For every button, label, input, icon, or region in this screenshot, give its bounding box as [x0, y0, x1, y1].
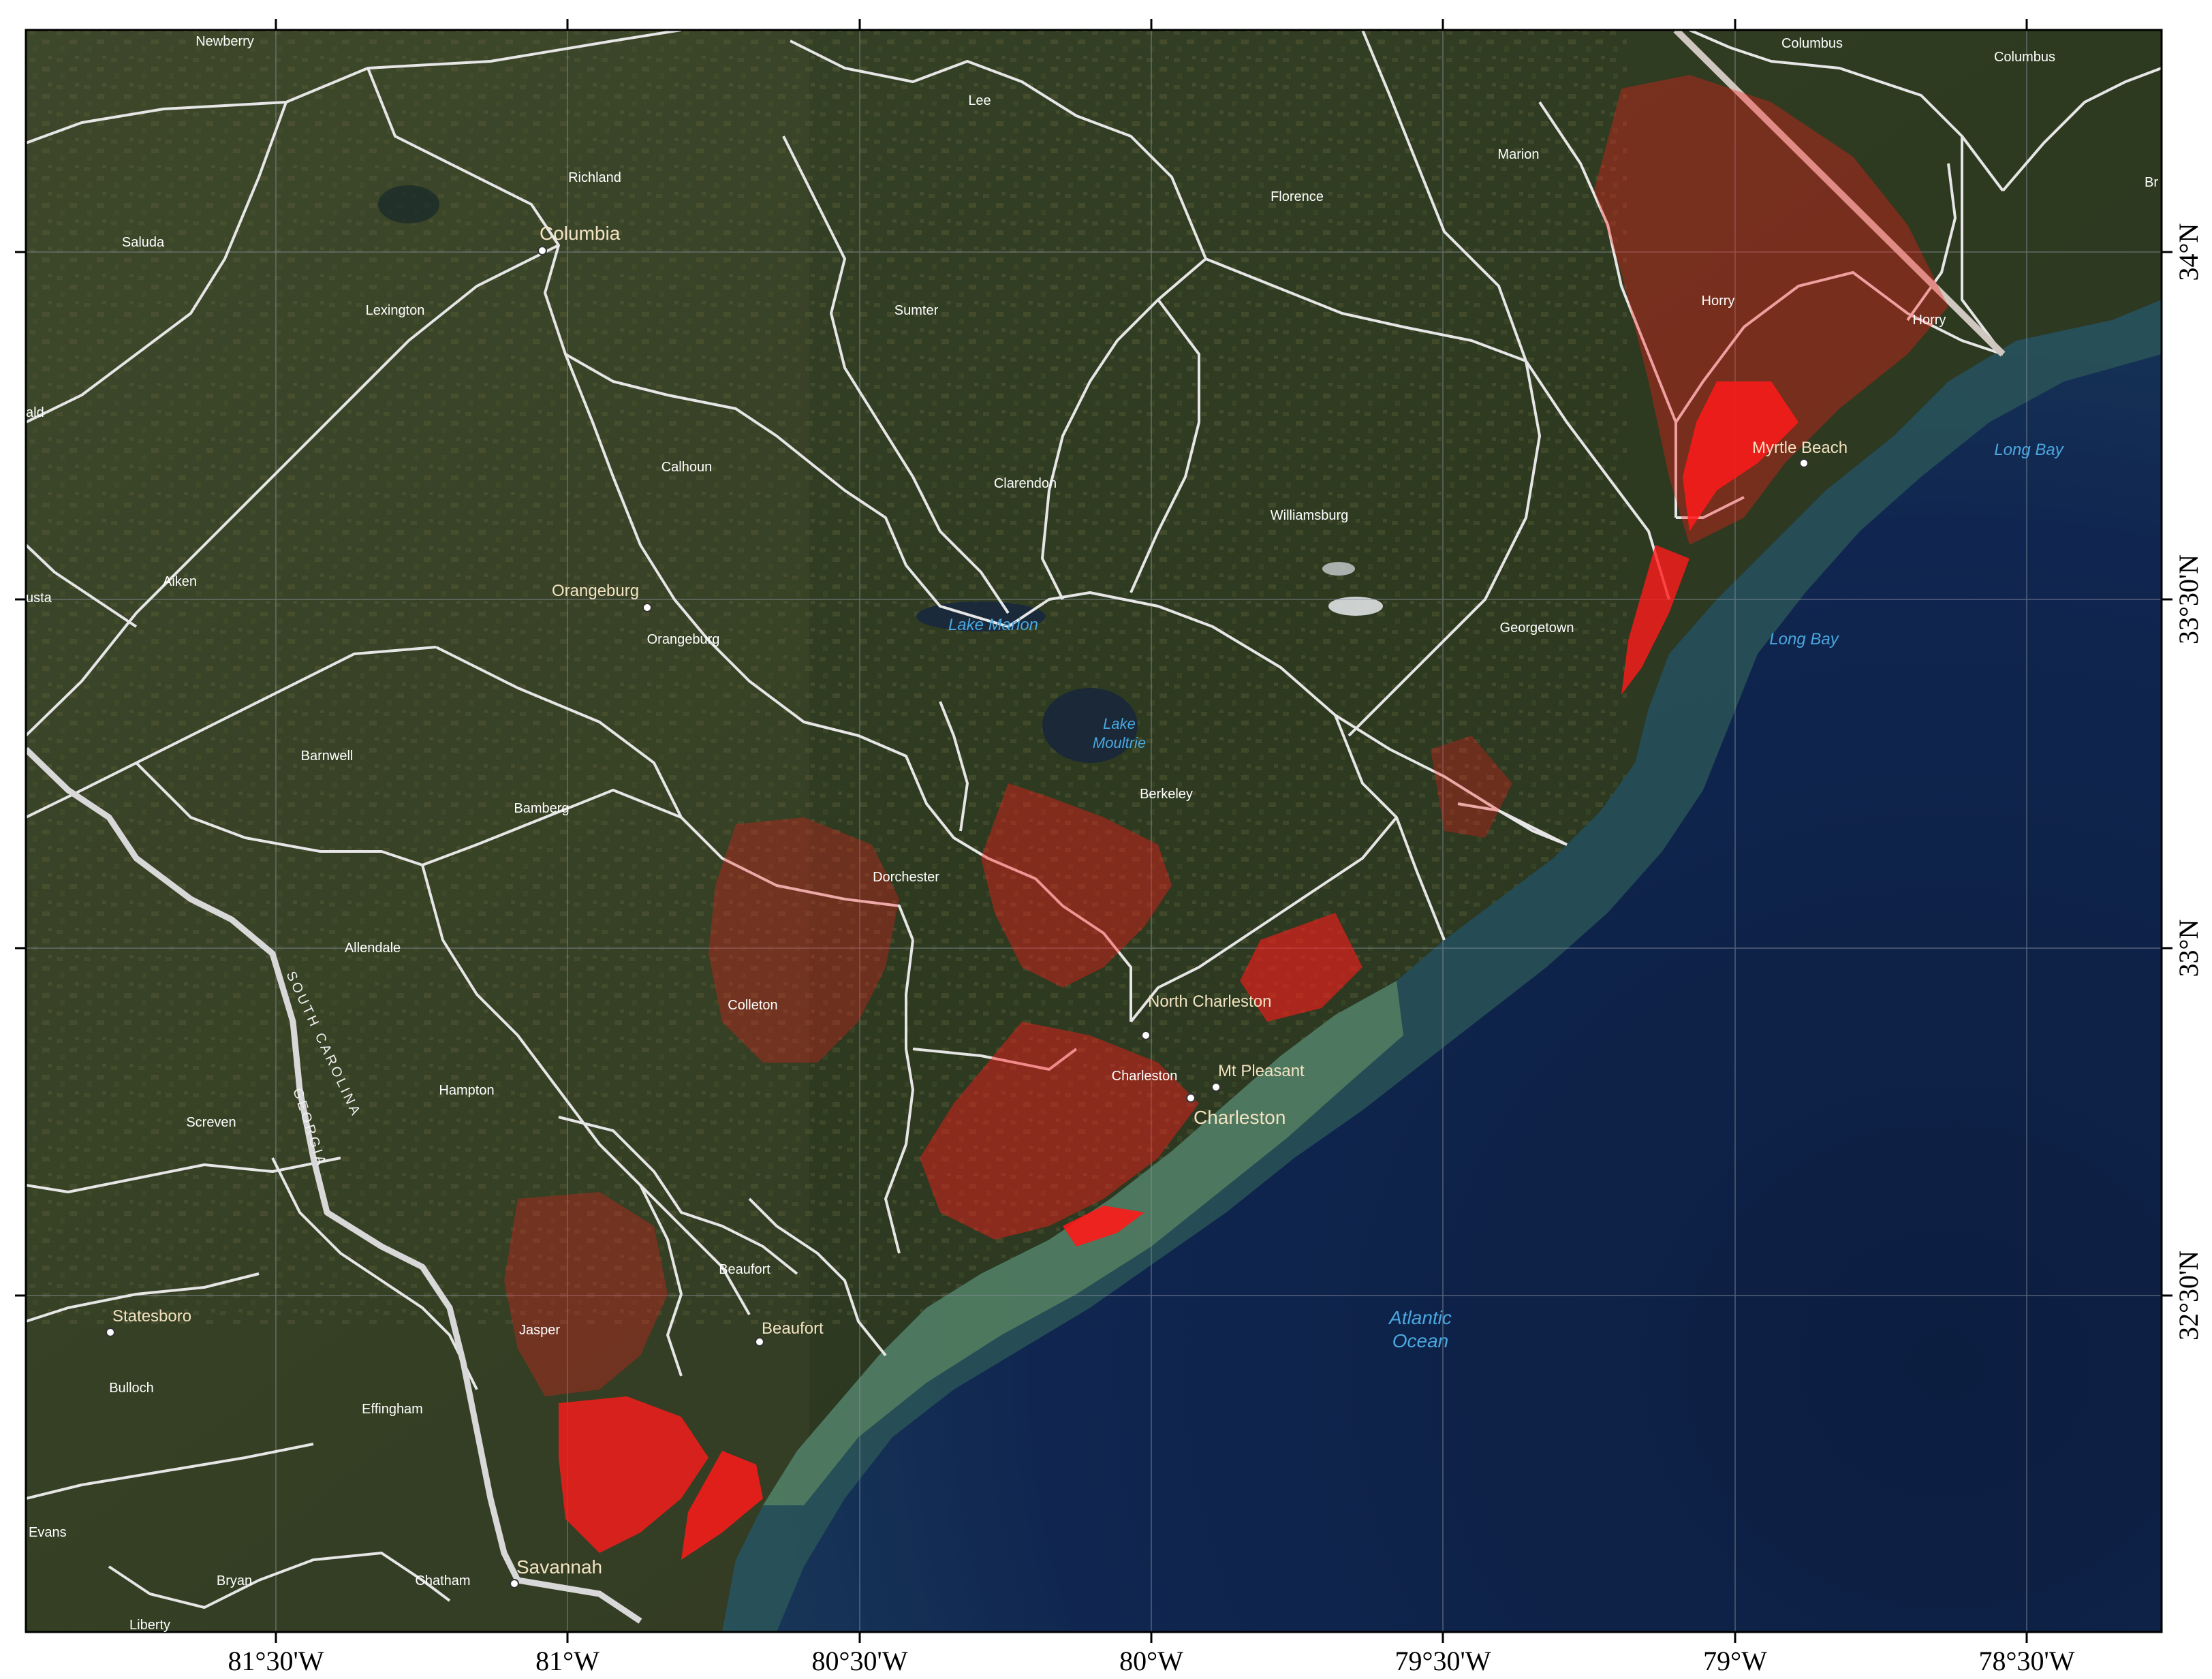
edge-label: Evans — [29, 1525, 67, 1540]
lat-label: 33°N — [2173, 920, 2204, 977]
latitude-labels: 34°N 33°30'N 33°N 32°30'N — [2173, 223, 2204, 1340]
city-labels: Columbia Orangeburg North Charleston Cha… — [106, 223, 1848, 1588]
graticule — [26, 30, 2162, 1632]
county-label: Allendale — [345, 941, 401, 956]
county-label: Marion — [1497, 147, 1539, 162]
county-label: Georgetown — [1500, 621, 1574, 635]
lon-label: 80°W — [1119, 1646, 1183, 1676]
lon-label: 78°30'W — [1979, 1646, 2075, 1676]
county-label: Jasper — [519, 1323, 560, 1338]
edge-label: Br — [2145, 175, 2158, 190]
county-label: Columbus — [1781, 36, 1843, 51]
county-labels: Newberry Richland Saluda Lexington Calho… — [109, 34, 2055, 1588]
city-label: Beaufort — [762, 1319, 824, 1338]
longitude-labels: 81°30'W 81°W 80°30'W 80°W 79°30'W 79°W 7… — [228, 1646, 2075, 1676]
city-dot — [106, 1328, 115, 1337]
county-label: Clarendon — [994, 476, 1057, 491]
edge-label: usta — [26, 591, 52, 606]
county-label: Effingham — [362, 1402, 423, 1417]
county-label: Colleton — [728, 998, 777, 1013]
county-label: Lee — [968, 93, 991, 108]
lon-label: 81°30'W — [228, 1646, 324, 1676]
city-dot — [510, 1579, 519, 1588]
city-label: Mt Pleasant — [1218, 1062, 1305, 1080]
county-label: Dorchester — [873, 870, 939, 885]
county-label: Bulloch — [109, 1381, 154, 1396]
lon-label: 79°30'W — [1395, 1646, 1491, 1676]
county-label: Berkeley — [1140, 787, 1193, 802]
county-label: Newberry — [196, 34, 254, 49]
cloud — [1328, 597, 1383, 616]
lat-label: 33°30'N — [2173, 554, 2204, 644]
county-label: Barnwell — [301, 749, 354, 764]
cloud — [1322, 562, 1355, 576]
map-border — [25, 29, 2163, 1633]
city-dot — [538, 246, 547, 255]
county-label: Charleston — [1112, 1069, 1178, 1084]
county-label: Richland — [568, 170, 621, 185]
county-label: Screven — [186, 1115, 236, 1130]
city-dot — [755, 1337, 764, 1347]
county-label: Chatham — [415, 1573, 470, 1588]
county-label: Beaufort — [719, 1262, 770, 1277]
city-dot — [1799, 458, 1809, 468]
county-label: Columbus — [1994, 50, 2055, 65]
city-dot — [1141, 1031, 1151, 1040]
lat-label: 34°N — [2173, 223, 2204, 281]
city-label: Orangeburg — [552, 582, 639, 600]
water-label: Long Bay — [1994, 441, 2064, 459]
city-label: Savannah — [516, 1556, 602, 1578]
county-label: Bamberg — [514, 801, 569, 816]
edge-label: ald — [26, 405, 44, 420]
city-dot — [1211, 1082, 1221, 1092]
lon-label: 79°W — [1703, 1646, 1767, 1676]
county-label: Sumter — [894, 303, 939, 318]
ticks — [15, 19, 2172, 1643]
city-label: Charleston — [1194, 1107, 1286, 1128]
coastal-shelf — [722, 300, 2162, 1632]
highlighted-areas — [504, 75, 1948, 1560]
city-label: Statesboro — [112, 1307, 191, 1325]
county-label: Aiken — [163, 574, 197, 589]
county-label: Williamsburg — [1271, 508, 1348, 523]
county-label: Horry — [1913, 313, 1946, 328]
county-label: Calhoun — [661, 460, 713, 475]
partial-labels: ald usta Br Evans Liberty — [26, 175, 2158, 1633]
state-boundary-sc-ga — [26, 747, 642, 1624]
water-label: Long Bay — [1769, 630, 1839, 648]
county-label: Horry — [1702, 294, 1735, 309]
lake-moultrie-shape — [1042, 688, 1138, 763]
city-label: North Charleston — [1148, 992, 1271, 1011]
county-label: Hampton — [439, 1083, 494, 1098]
county-label: Saluda — [122, 235, 165, 250]
city-label: Myrtle Beach — [1752, 439, 1848, 457]
map-body — [26, 30, 2162, 1632]
water-labels: Lake Marion Lake Moultrie Long Bay Long B… — [948, 441, 2065, 1351]
lon-label: 81°W — [535, 1646, 599, 1676]
county-label: Lexington — [366, 303, 425, 318]
county-label: Florence — [1271, 189, 1324, 204]
lake-murray-shape — [378, 185, 439, 223]
lat-label: 32°30'N — [2173, 1251, 2204, 1340]
lon-label: 80°30'W — [812, 1646, 908, 1676]
city-dot — [642, 603, 652, 612]
city-dot — [1186, 1093, 1196, 1103]
county-label: Orangeburg — [647, 632, 720, 647]
state-boundary-sc-nc — [1673, 30, 2006, 357]
county-label: Bryan — [217, 1573, 252, 1588]
water-label: Atlantic Ocean — [1388, 1307, 1452, 1351]
county-boundaries — [26, 30, 2162, 1609]
water-label: Lake Moultrie — [1093, 715, 1146, 751]
water-label: Lake Marion — [948, 616, 1038, 634]
city-label: Columbia — [540, 223, 621, 244]
edge-label: Liberty — [129, 1618, 170, 1633]
